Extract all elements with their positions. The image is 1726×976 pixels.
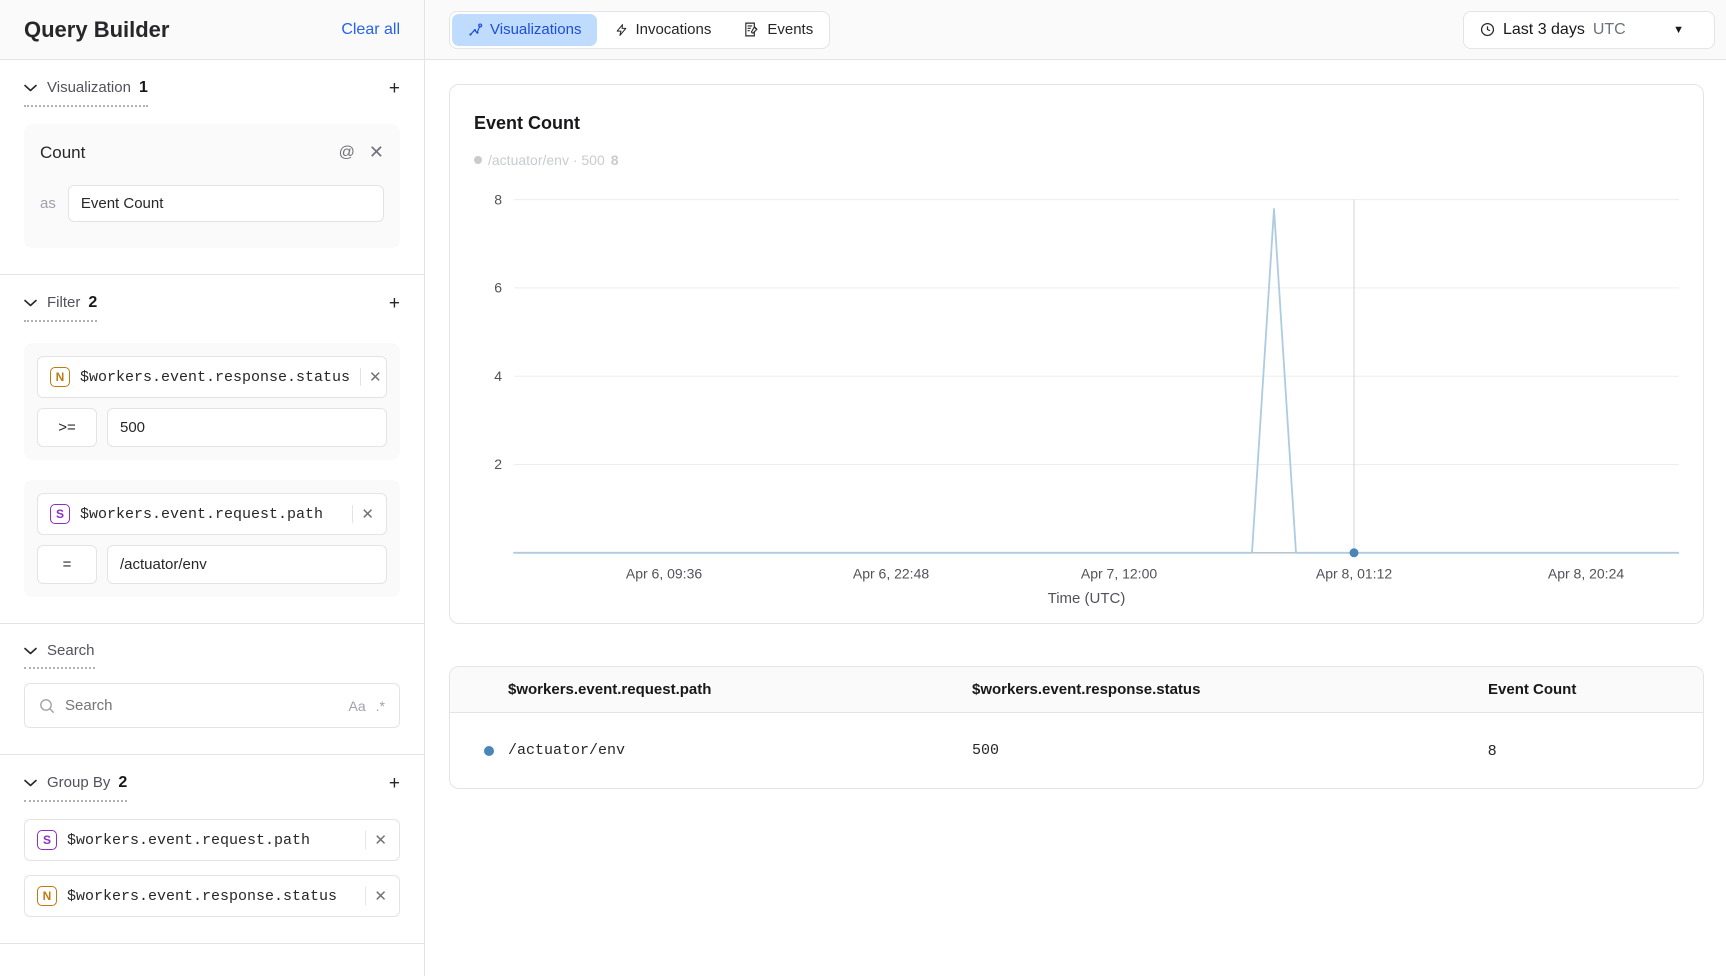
svg-text:Apr 8, 20:24: Apr 8, 20:24 [1548,565,1624,581]
svg-text:Apr 6, 09:36: Apr 6, 09:36 [626,565,702,581]
svg-text:2: 2 [494,456,502,472]
svg-text:Apr 6, 22:48: Apr 6, 22:48 [853,565,929,581]
svg-text:6: 6 [494,280,502,296]
svg-text:8: 8 [494,191,502,207]
svg-text:Apr 8, 01:12: Apr 8, 01:12 [1316,565,1392,581]
svg-text:Apr 7, 12:00: Apr 7, 12:00 [1081,565,1157,581]
svg-text:4: 4 [494,368,502,384]
